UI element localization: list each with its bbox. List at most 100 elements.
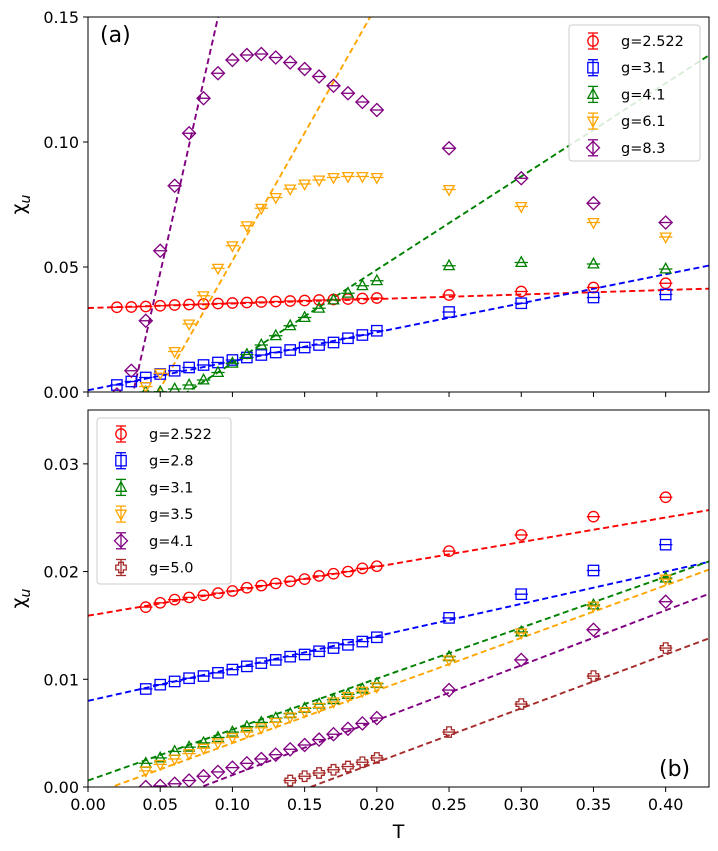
data-point: [298, 179, 311, 192]
data-point: [327, 692, 340, 705]
x-axis-label: T: [392, 821, 405, 843]
series-g=4.1: [138, 594, 674, 787]
data-point: [311, 732, 327, 748]
legend-label: g=8.3: [621, 141, 665, 157]
fit-line-g=2.522: [88, 509, 709, 617]
legend-entry: g=3.1: [587, 59, 665, 77]
data-point: [370, 273, 384, 286]
panel-label: (b): [659, 757, 690, 782]
x-tick-label: 0.10: [215, 795, 251, 814]
data-point: [442, 655, 456, 667]
fit-line-g=6.1: [157, 17, 372, 392]
data-point: [211, 738, 225, 750]
data-point: [659, 570, 672, 583]
data-point: [253, 751, 269, 767]
data-point: [312, 175, 326, 188]
data-point: [370, 752, 383, 764]
data-point: [369, 710, 385, 726]
legend-entry: g=5.0: [115, 558, 193, 577]
data-point: [268, 50, 284, 65]
series-g=5.0: [283, 642, 673, 787]
data-point: [153, 368, 167, 381]
data-point: [283, 712, 297, 725]
data-point: [167, 178, 183, 194]
fit-line-g=4.1: [198, 592, 709, 787]
data-point: [139, 381, 153, 392]
data-point: [587, 601, 600, 614]
legend-label: g=2.8: [149, 454, 193, 470]
data-point: [255, 723, 268, 735]
data-point: [587, 256, 600, 269]
data-point: [197, 291, 210, 303]
data-point: [513, 170, 529, 186]
data-point: [197, 735, 210, 748]
data-point: [240, 347, 254, 360]
data-point: [514, 201, 528, 214]
fit-line-g=5.0: [307, 637, 709, 787]
data-point: [153, 759, 167, 772]
y-tick-label: 0.00: [43, 383, 79, 402]
data-point: [326, 726, 341, 742]
data-point: [341, 687, 355, 699]
x-tick-label: 0.40: [648, 795, 684, 814]
data-point: [356, 756, 369, 769]
data-point: [356, 171, 369, 184]
data-point: [255, 337, 268, 350]
legend-entry: g=4.1: [586, 85, 665, 103]
data-point: [123, 363, 139, 379]
legend-entry: g=2.522: [587, 32, 684, 50]
axes-frame: [87, 16, 710, 393]
series-g=2.8: [139, 538, 673, 695]
data-point: [370, 682, 384, 694]
data-point: [226, 724, 239, 737]
x-tick-label: 0.20: [359, 795, 395, 814]
data-point: [327, 763, 340, 776]
data-point: [326, 78, 341, 94]
legend-label: g=3.1: [621, 61, 665, 77]
data-point: [442, 258, 456, 271]
y-axis-label: χu: [8, 194, 34, 214]
data-point: [139, 766, 153, 778]
data-point: [659, 261, 672, 274]
data-point: [282, 55, 298, 70]
data-point: [255, 715, 268, 727]
data-point: [269, 328, 283, 341]
legend-box: [568, 24, 701, 162]
legend-label: g=4.1: [149, 534, 193, 550]
legend-label: g=4.1: [621, 87, 665, 103]
data-point: [138, 779, 154, 787]
data-point: [268, 747, 284, 763]
x-tick-label: 0.15: [287, 795, 323, 814]
data-point: [586, 622, 601, 638]
series-g=8.3: [111, 46, 674, 392]
fit-line-g=8.3: [132, 17, 220, 392]
legend-label: g=2.522: [621, 34, 684, 50]
data-point: [356, 681, 369, 694]
data-point: [284, 774, 297, 787]
legend-label: g=5.0: [149, 561, 193, 577]
data-point: [138, 313, 154, 329]
data-point: [269, 192, 283, 205]
data-point: [197, 372, 210, 385]
data-point: [255, 203, 268, 216]
panel-b: 0.00 0.05 0.10 0.15 0.20 0.25 0.30 0.35 0.40 0.00…: [8, 409, 710, 843]
legend: g=2.522 g=3.1 g=4.1 g=6.1 g=8.3: [568, 24, 701, 162]
y-tick-label: 0.00: [43, 778, 79, 797]
data-point: [167, 776, 183, 787]
data-point: [514, 255, 528, 268]
data-point: [659, 574, 672, 587]
data-point: [152, 243, 168, 259]
y-tick-label: 0.15: [43, 8, 79, 27]
series-g=4.1: [139, 255, 673, 392]
fit-line-g=2.522: [88, 287, 709, 309]
legend-entry: g=2.522: [115, 425, 212, 443]
data-point: [313, 767, 325, 779]
data-point: [169, 381, 181, 392]
data-point: [182, 377, 196, 390]
y-axis-label: χu: [8, 588, 34, 608]
data-point: [297, 737, 313, 753]
data-point: [239, 47, 255, 63]
data-point: [342, 760, 354, 773]
